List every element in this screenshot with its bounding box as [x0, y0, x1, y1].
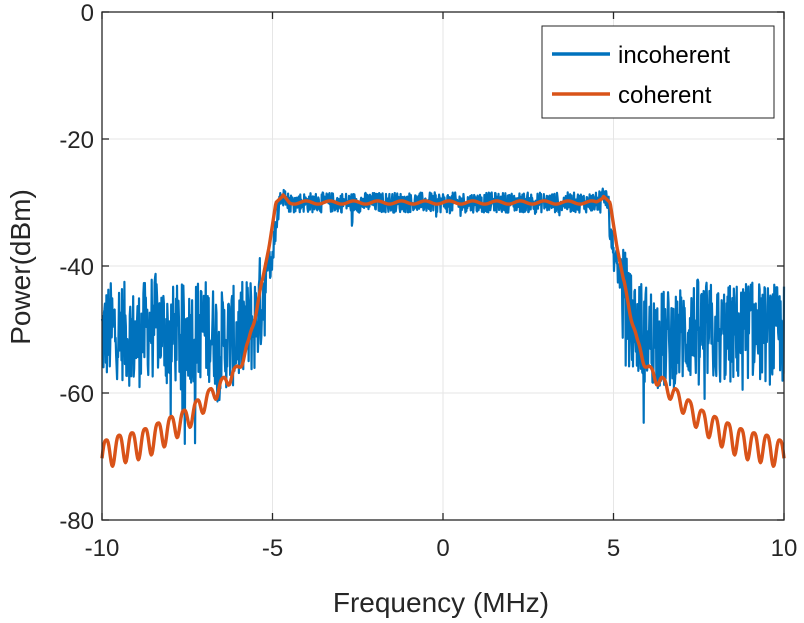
x-tick-label: 5	[607, 535, 620, 562]
y-tick-label: -40	[59, 254, 94, 281]
series-line-coherent	[100, 193, 786, 468]
x-tick-label: -10	[85, 535, 120, 562]
y-axis-label: Power(dBm)	[5, 189, 36, 345]
legend-label-incoherent: incoherent	[618, 42, 730, 69]
x-tick-label: 0	[436, 535, 449, 562]
y-tick-label: -20	[59, 127, 94, 154]
legend: incoherent coherent	[541, 25, 775, 119]
series-line-incoherent	[100, 187, 786, 445]
legend-box	[541, 25, 775, 119]
y-tick-label: 0	[81, 0, 94, 27]
x-tick-label: -5	[262, 535, 283, 562]
x-tick-label: 10	[771, 535, 798, 562]
x-axis-label: Frequency (MHz)	[333, 587, 549, 618]
legend-label-coherent: coherent	[618, 82, 712, 109]
y-tick-label: -80	[59, 508, 94, 535]
y-tick-label: -60	[59, 381, 94, 408]
